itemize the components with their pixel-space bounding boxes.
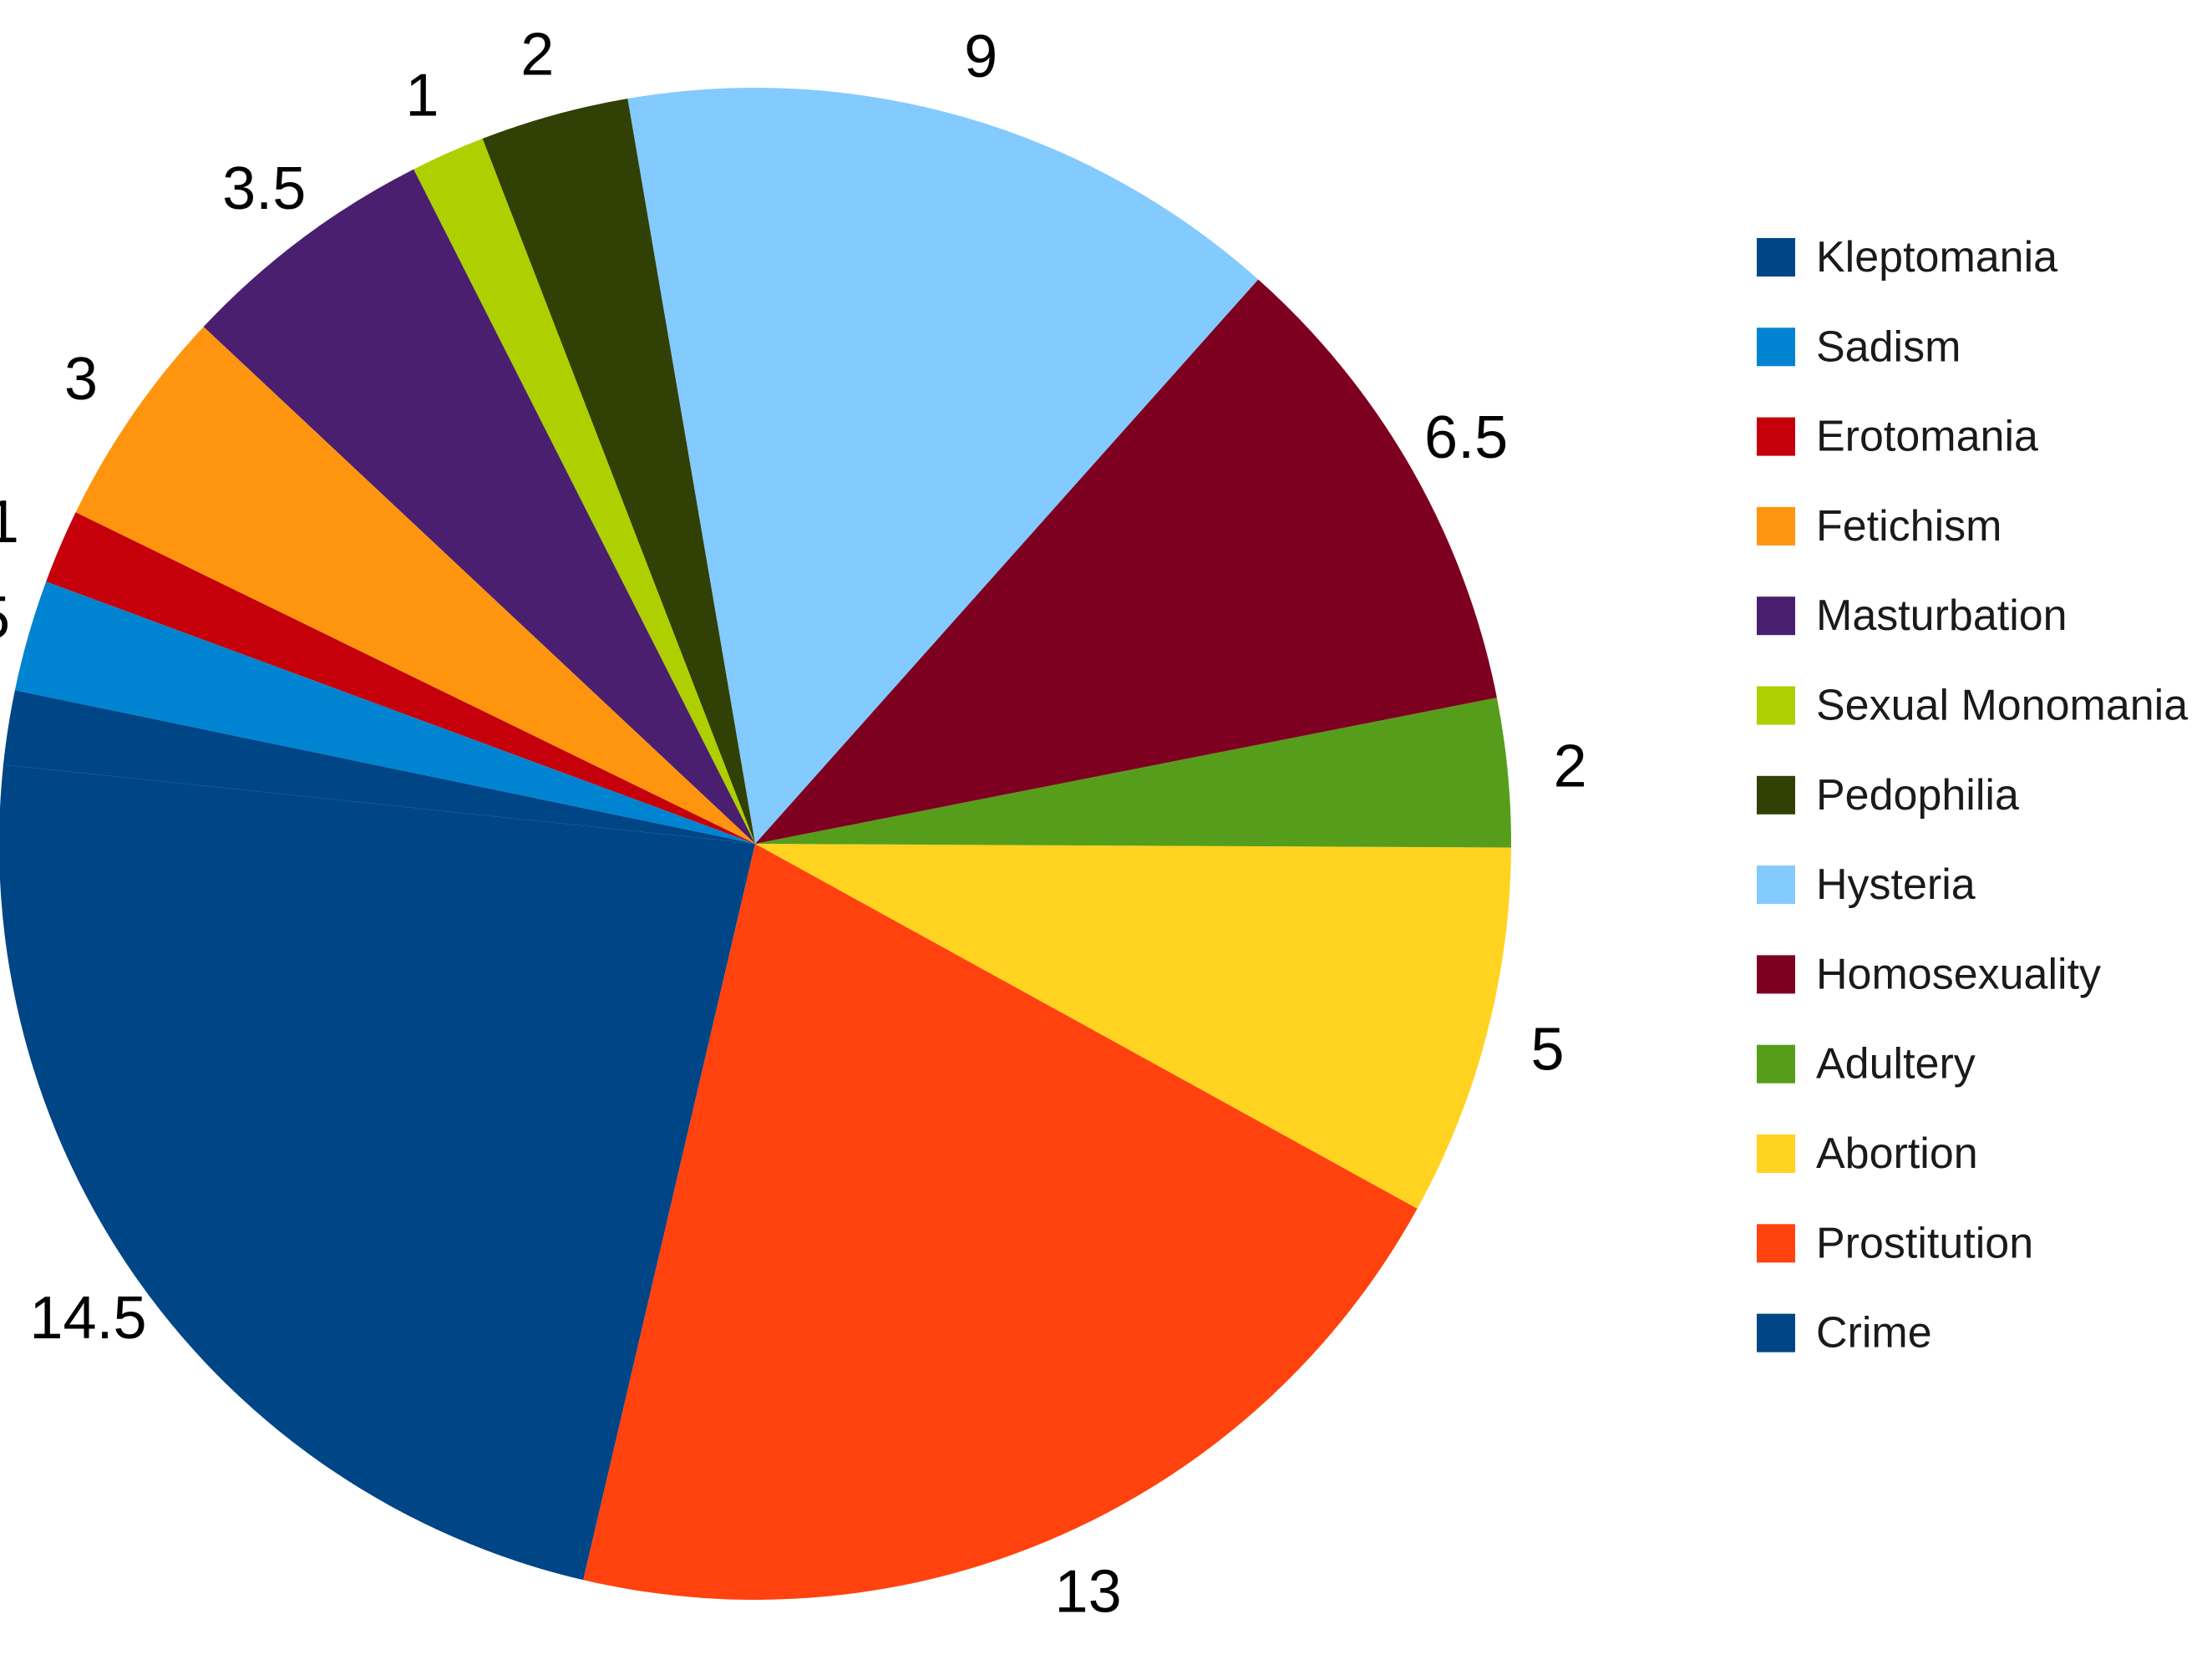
data-label-sexual-monomania: 1: [405, 63, 439, 129]
legend-label-pedophilia: Pedophilia: [1816, 771, 2019, 820]
pie-slice-fetichism: [75, 327, 756, 844]
pie-slice-adultery: [755, 698, 1512, 848]
pie-slice-hysteria: [627, 88, 1259, 845]
legend-label-erotomania: Erotomania: [1816, 413, 2038, 461]
legend-swatch-kleptomania: [1757, 238, 1795, 277]
legend: Kleptomania Sadism Erotomania Fetichism Mast…: [1757, 233, 2188, 1358]
pie-slice-sadism: [14, 581, 756, 844]
pie-slices: [0, 88, 1512, 1600]
legend-label-crime: Crime: [1816, 1309, 1932, 1358]
data-label-fetichism: 3: [64, 346, 98, 413]
legend-swatch-abortion: [1757, 1134, 1795, 1173]
data-label-adultery: 2: [1554, 733, 1587, 799]
legend-label-hysteria: Hysteria: [1816, 860, 1976, 909]
pie-slice-erotomania: [46, 512, 755, 844]
pie-slice-crime: [0, 764, 755, 1581]
legend-swatch-crime: [1757, 1313, 1795, 1353]
data-label-hysteria: 9: [964, 23, 997, 90]
legend-label-homosexuality: Homosexuality: [1816, 950, 2101, 998]
data-label-masturbation: 3.5: [222, 155, 306, 222]
legend-swatch-sadism: [1757, 327, 1795, 367]
pie-slice-abortion: [755, 844, 1511, 1209]
pie-slice-pedophilia: [482, 98, 755, 845]
legend-swatch-erotomania: [1757, 417, 1795, 456]
pie-slice-kleptomania: [3, 690, 755, 844]
legend-label-sexual-monomania: Sexual Monomania: [1816, 682, 2188, 730]
legend-label-fetichism: Fetichism: [1816, 502, 2002, 551]
legend-swatch-hysteria: [1757, 865, 1795, 905]
data-label-sadism: 1.5: [0, 585, 10, 652]
legend-label-adultery: Adultery: [1816, 1040, 1976, 1089]
pie-slice-sexual-monomania: [413, 138, 755, 845]
legend-label-prostitution: Prostitution: [1816, 1219, 2033, 1267]
pie-slice-prostitution: [583, 844, 1418, 1600]
data-label-crime: 14.5: [29, 1285, 146, 1352]
legend-label-masturbation: Masturbation: [1816, 591, 2067, 640]
legend-swatch-masturbation: [1757, 596, 1795, 636]
data-label-homosexuality: 6.5: [1424, 404, 1508, 471]
legend-swatch-homosexuality: [1757, 955, 1795, 994]
legend-swatch-fetichism: [1757, 506, 1795, 546]
legend-swatch-prostitution: [1757, 1224, 1795, 1263]
pie-slice-homosexuality: [755, 279, 1497, 844]
data-label-prostitution: 13: [1055, 1558, 1122, 1625]
pie-slice-masturbation: [203, 169, 756, 844]
legend-label-kleptomania: Kleptomania: [1816, 233, 2057, 282]
legend-label-abortion: Abortion: [1816, 1129, 1978, 1178]
legend-label-sadism: Sadism: [1816, 322, 1961, 371]
data-label-pedophilia: 2: [520, 21, 554, 88]
legend-swatch-pedophilia: [1757, 775, 1795, 815]
data-label-erotomania: 1: [0, 489, 19, 556]
legend-swatch-adultery: [1757, 1044, 1795, 1084]
legend-swatch-sexual-monomania: [1757, 686, 1795, 725]
data-label-abortion: 5: [1530, 1017, 1564, 1084]
